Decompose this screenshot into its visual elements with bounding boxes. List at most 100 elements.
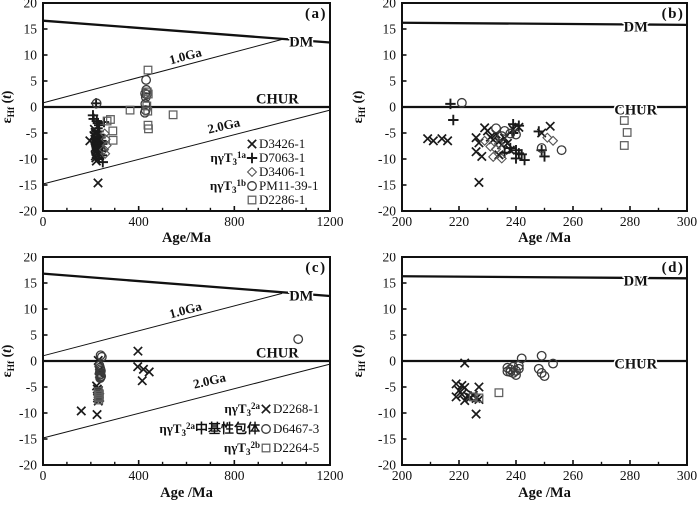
data-point-diamond	[98, 144, 110, 155]
x-tick-label: 800	[224, 214, 245, 229]
panel-b-chart: 200 220 240 260 280 300 -20 -15 -10 -5 0 5 10 15 20 Age…	[350, 0, 698, 246]
series-D3406-1	[98, 128, 112, 159]
panel-letter-label: (a)	[305, 6, 327, 22]
legend-plus-icon	[246, 152, 258, 164]
data-point-circle	[511, 129, 521, 140]
series-D2264-5	[468, 388, 504, 403]
legend-x-icon	[261, 404, 271, 414]
series-D2268-1	[451, 358, 484, 419]
legend-x-icon	[247, 139, 257, 149]
x-tick-label: 0	[40, 214, 47, 229]
data-point-plus	[533, 126, 544, 137]
legend-group-label: ηγT31b	[210, 178, 246, 195]
x-tick-label: 200	[392, 468, 413, 483]
data-point-x	[76, 406, 87, 416]
x-tick-label: 260	[563, 468, 584, 483]
series-D2286-1	[619, 116, 632, 150]
panel-a-chart: 0 400 800 1200 -20 -15 -10 -5 0 5 10 15 20 Age/Ma εHf …	[0, 0, 344, 246]
CHUR-label: CHUR	[614, 356, 657, 372]
series-PM11-39-1	[456, 97, 567, 156]
data-point-square	[143, 89, 153, 99]
data-point-circle	[95, 365, 106, 376]
panel-letter-label: (c)	[305, 260, 326, 276]
data-point-x	[422, 133, 433, 144]
y-tick-label: -5	[385, 126, 396, 141]
data-point-x	[474, 382, 484, 392]
y-tick-label: 20	[24, 0, 38, 11]
data-point-circle	[536, 143, 547, 154]
axis-ticks	[42, 256, 331, 466]
panel-letter-label: (b)	[662, 6, 685, 22]
legend-group-label: ηγT32a	[224, 401, 260, 418]
axis-ticks	[401, 2, 688, 212]
data-point-circle	[502, 366, 513, 377]
legend-item-label: D2268-1	[273, 401, 319, 416]
x-tick-label: 300	[677, 214, 698, 229]
x-axis-label: Age /Ma	[160, 485, 213, 501]
y-tick-label: -20	[19, 204, 37, 219]
y-tick-label: 5	[30, 328, 37, 343]
legend-group-label: ηγT32a中基性包体	[159, 421, 261, 438]
y-tick-label: 15	[24, 276, 38, 291]
series-D3406-1	[479, 132, 559, 164]
axis-ticks	[401, 256, 688, 466]
y-tick-label: -20	[378, 458, 396, 473]
growth-2.0Ga-line	[42, 109, 331, 185]
data-point-circle	[96, 351, 107, 362]
data-point-circle	[539, 371, 550, 382]
CHUR-label: CHUR	[256, 91, 299, 107]
data-point-plus	[516, 149, 527, 160]
x-tick-label: 240	[506, 468, 527, 483]
y-tick-label: -5	[26, 126, 37, 141]
data-point-diamond	[485, 141, 496, 152]
x-tick-label: 280	[620, 468, 641, 483]
data-point-circle	[548, 358, 559, 369]
y-tick-label: 20	[383, 253, 397, 265]
legend-circle-icon	[261, 424, 271, 434]
series-D2264-5	[93, 387, 104, 405]
x-tick-label: 220	[449, 468, 470, 483]
data-point-x	[474, 177, 484, 188]
series-D6467-3	[502, 350, 559, 382]
data-point-plus	[513, 120, 525, 131]
y-tick-label: 0	[389, 354, 396, 369]
y-tick-label: -10	[19, 152, 37, 167]
data-point-circle	[536, 368, 547, 378]
y-tick-label: -5	[26, 380, 37, 395]
DM-line	[42, 272, 331, 298]
data-point-x	[471, 409, 481, 419]
data-point-x	[428, 135, 439, 146]
data-point-plus	[445, 98, 456, 110]
x-tick-label: 800	[224, 468, 245, 483]
data-point-circle	[513, 360, 524, 371]
x-tick-label: 1200	[317, 468, 344, 483]
x-tick-label: 240	[506, 214, 527, 229]
DM-label: DM	[289, 35, 313, 51]
y-axis-label: εHf (t)	[350, 91, 368, 124]
y-tick-label: -10	[19, 406, 37, 421]
CHUR-label: CHUR	[256, 345, 299, 361]
series-D2286-1	[102, 65, 178, 145]
y-tick-label: -10	[378, 406, 396, 421]
data-point-plus	[519, 154, 530, 166]
data-point-square	[619, 141, 629, 150]
legend-circle-icon	[247, 181, 257, 191]
data-point-circle	[511, 370, 521, 380]
y-axis-label: εHf (t)	[0, 91, 17, 124]
data-point-square	[102, 116, 112, 126]
reference-lines	[42, 19, 331, 185]
x-tick-label: 400	[129, 214, 150, 229]
DM-line	[401, 275, 688, 280]
y-tick-label: -15	[19, 178, 37, 193]
legend-item-label: D6467-3	[273, 421, 319, 436]
y-tick-label: -5	[385, 380, 396, 395]
data-point-x	[482, 126, 493, 136]
data-point-plus	[97, 156, 108, 168]
y-tick-label: 0	[30, 100, 37, 115]
growth-1.0Ga-label: 1.0Ga	[168, 44, 204, 67]
legend: ηγT32a D2268-1 ηγT32a中基性包体 D6467-3 ηγT32b D22…	[159, 401, 319, 457]
data-point-circle	[505, 128, 516, 139]
data-point-x	[138, 364, 149, 375]
data-point-circle	[556, 145, 567, 156]
